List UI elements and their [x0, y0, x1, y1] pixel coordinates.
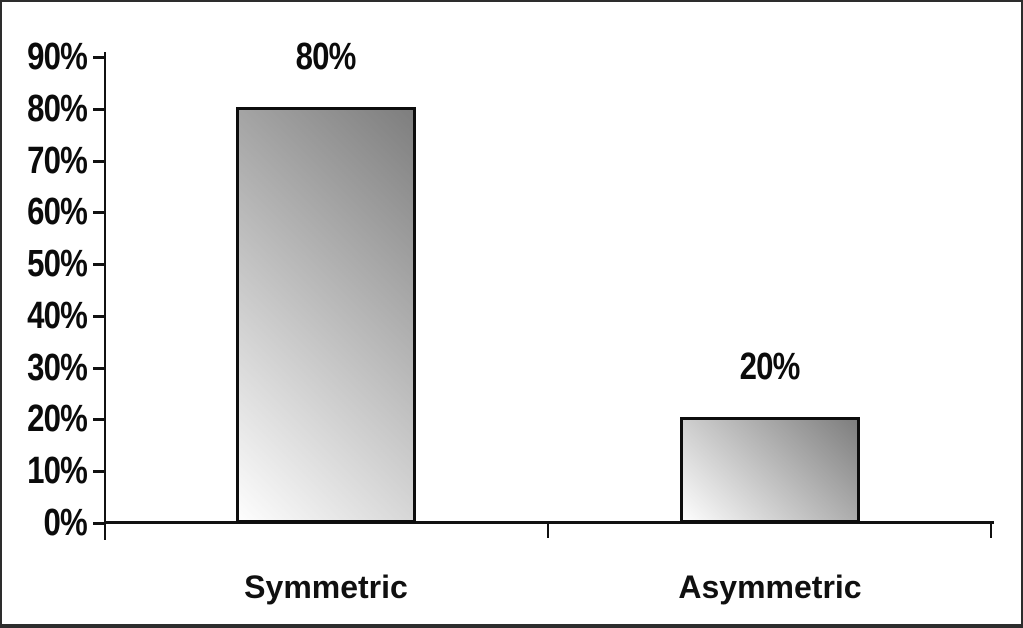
y-tick: [93, 470, 104, 474]
bar-symmetric: [236, 106, 416, 523]
category-label-asymmetric: Asymmetric: [678, 569, 862, 605]
y-tick-label: 40%: [27, 294, 88, 337]
y-tick-label: 10%: [27, 450, 88, 493]
y-tick-label: 90%: [27, 36, 88, 78]
y-tick-label: 0%: [43, 502, 88, 544]
y-axis-line: [104, 52, 106, 540]
y-tick: [93, 418, 104, 422]
y-tick: [93, 107, 104, 111]
axis-end-tick: [990, 521, 992, 538]
y-tick-label: 50%: [27, 243, 88, 286]
y-tick: [93, 56, 104, 59]
y-tick-label: 60%: [27, 191, 88, 234]
bar-asymmetric: [680, 417, 860, 523]
y-tick-label: 30%: [27, 346, 88, 389]
y-tick: [93, 159, 104, 163]
y-tick-label: 80%: [27, 87, 88, 130]
y-tick-label: 20%: [27, 398, 88, 441]
y-tick: [93, 366, 104, 370]
y-tick: [93, 211, 104, 215]
y-tick: [93, 314, 104, 318]
y-tick-label: 70%: [27, 139, 88, 182]
y-tick: [93, 263, 104, 267]
category-label-symmetric: Symmetric: [244, 569, 408, 605]
bar-value-label: 80%: [296, 35, 357, 78]
y-tick: [93, 522, 104, 525]
category-divider-tick: [547, 521, 549, 538]
x-axis-line: [104, 521, 994, 524]
bar-value-label: 20%: [740, 346, 801, 389]
